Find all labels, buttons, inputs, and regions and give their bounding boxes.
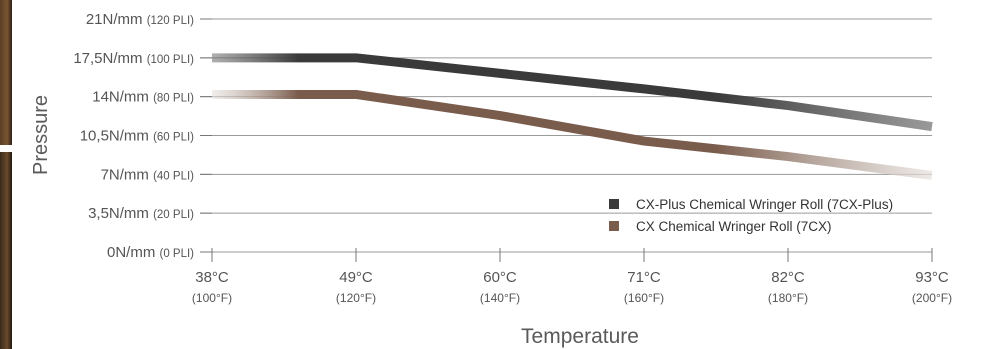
x-tick-sublabel: (200°F) [912, 291, 952, 305]
x-tick-sublabel: (140°F) [480, 291, 520, 305]
x-axis: 38°C (100°F) 49°C (120°F) 60°C (140°F) 71°C (16… [192, 248, 952, 305]
y-axis-title: Pressure [30, 95, 52, 175]
series-line-2 [212, 89, 933, 180]
legend-swatch [609, 221, 619, 231]
x-tick-label: 82°C [771, 269, 805, 286]
x-tick-label: 49°C [339, 269, 373, 286]
x-tick-sublabel: (180°F) [768, 291, 808, 305]
x-tick-sublabel: (100°F) [192, 291, 232, 305]
y-tick-unit: (0 PLI) [159, 248, 194, 260]
legend-swatch [609, 199, 619, 209]
y-tick-label: 10,5N/mm (60 PLI) [80, 128, 194, 145]
y-tick-value: 7N/mm [101, 166, 154, 183]
y-tick-label: 14N/mm (80 PLI) [92, 89, 194, 106]
x-tick-sublabel: (160°F) [624, 291, 664, 305]
x-tick-label: 60°C [483, 269, 517, 286]
y-tick-value: 0N/mm [107, 244, 160, 261]
y-axis: 0N/mm (0 PLI) 3,5N/mm (20 PLI) 7N/mm (40 P… [73, 11, 212, 261]
left-edge-strip-lower [0, 152, 12, 349]
legend-label: CX Chemical Wringer Roll (7CX) [636, 219, 832, 234]
y-tick-unit: (60 PLI) [153, 132, 194, 144]
series-lines [211, 53, 933, 180]
y-tick-unit: (100 PLI) [147, 54, 194, 66]
y-tick-label: 0N/mm (0 PLI) [107, 244, 194, 261]
y-tick-label: 3,5N/mm (20 PLI) [88, 205, 194, 222]
y-tick-label: 7N/mm (40 PLI) [101, 166, 195, 183]
x-tick-label: 71°C [627, 269, 661, 286]
x-tick-sublabel: (120°F) [336, 291, 376, 305]
y-tick-unit: (120 PLI) [147, 15, 194, 27]
x-tick-label: 93°C [915, 269, 949, 286]
y-tick-unit: (80 PLI) [153, 93, 194, 105]
y-tick-label: 21N/mm (120 PLI) [86, 11, 194, 28]
y-tick-unit: (40 PLI) [153, 170, 194, 182]
y-tick-value: 14N/mm [92, 89, 153, 106]
legend-label: CX-Plus Chemical Wringer Roll (7CX-Plus) [636, 197, 893, 212]
left-edge-strip-upper [0, 0, 12, 145]
y-tick-value: 21N/mm [86, 11, 147, 28]
y-tick-value: 10,5N/mm [80, 128, 153, 145]
x-axis-title: Temperature [521, 325, 639, 348]
y-tick-unit: (20 PLI) [153, 209, 194, 221]
y-tick-label: 17,5N/mm (100 PLI) [73, 50, 194, 67]
legend: CX-Plus Chemical Wringer Roll (7CX-Plus)… [609, 197, 893, 234]
x-tick-label: 38°C [195, 269, 229, 286]
y-tick-value: 3,5N/mm [88, 205, 153, 222]
y-tick-value: 17,5N/mm [73, 50, 146, 67]
